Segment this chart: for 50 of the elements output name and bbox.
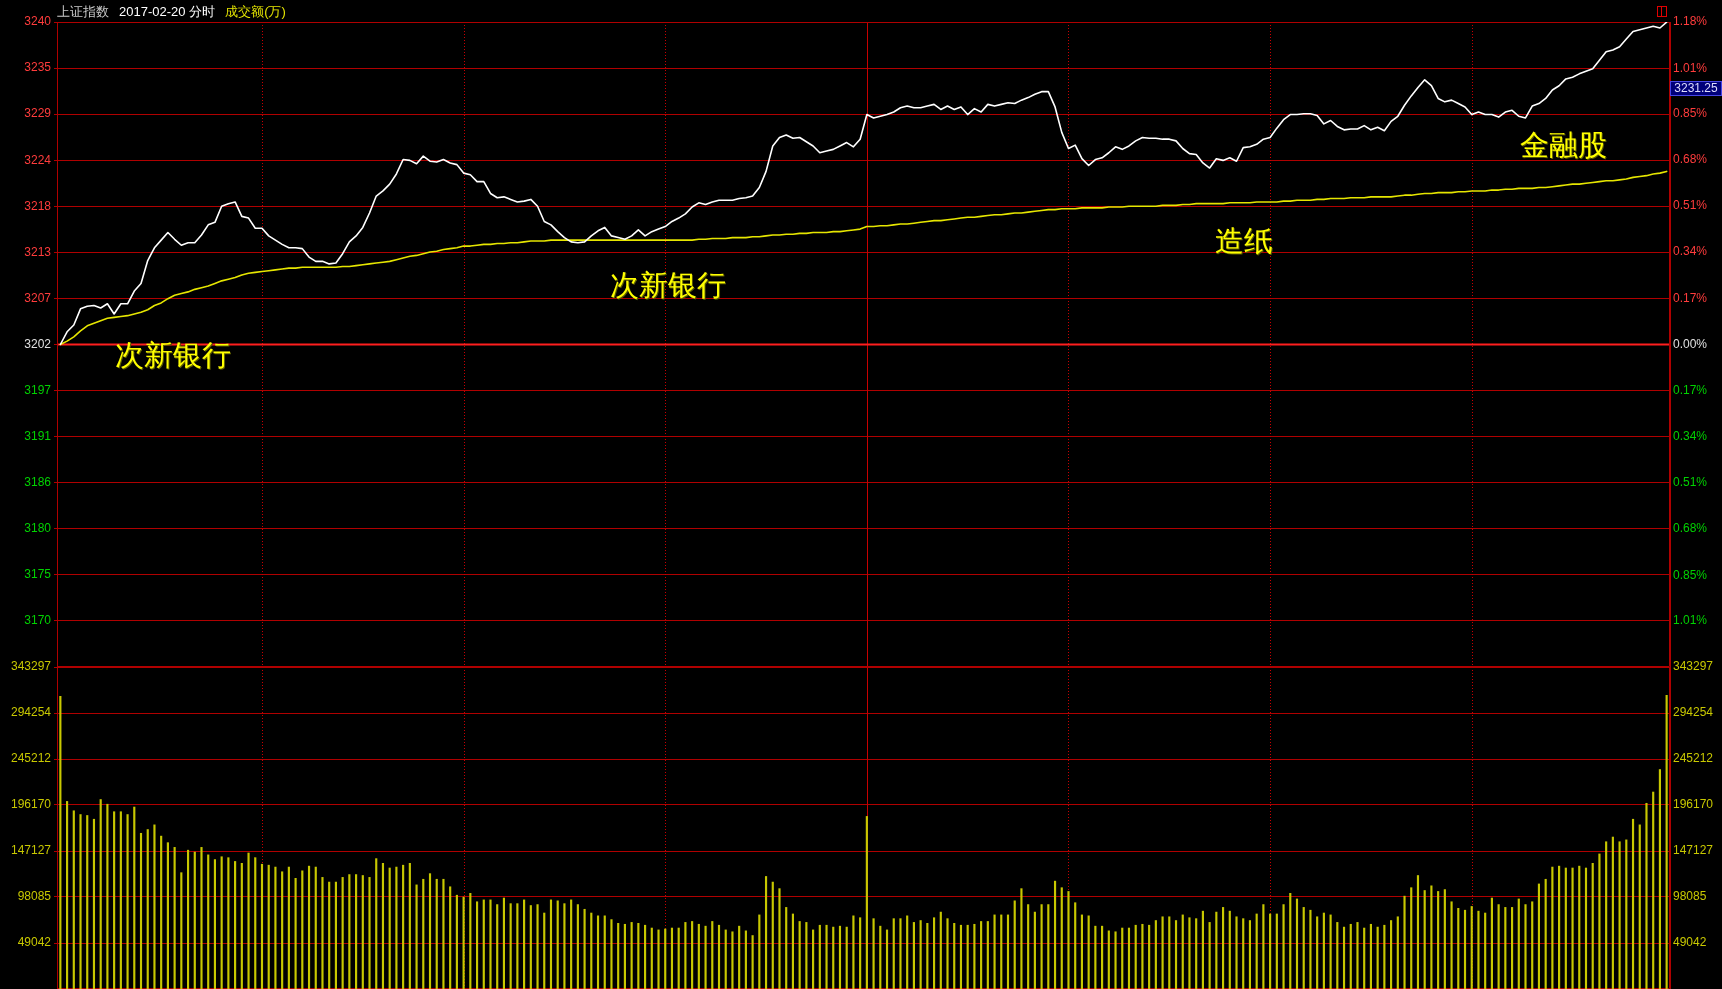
y2-tick-label: 0.17% xyxy=(1673,290,1708,305)
y-tick-label: 3207 xyxy=(24,290,52,305)
y2-tick-label: 343297 xyxy=(1673,659,1714,674)
y-tick-label: 3213 xyxy=(24,244,52,259)
chart-title: 上证指数 xyxy=(57,4,109,19)
y-tick-label: 3202 xyxy=(24,336,52,351)
text: 成交额(万) xyxy=(225,4,286,19)
y-tick-label: 3175 xyxy=(24,567,52,582)
y2-tick-label: 196170 xyxy=(1673,797,1714,812)
y-tick-label: 3224 xyxy=(24,152,52,167)
y-tick-label: 3240 xyxy=(24,14,52,29)
y-tick-label: 3197 xyxy=(24,382,52,397)
y-tick-label: 196170 xyxy=(10,797,52,812)
y2-tick-label: 0.17% xyxy=(1673,383,1708,398)
y2-tick-label: 0.34% xyxy=(1673,244,1708,259)
y2-tick-label: 1.18% xyxy=(1673,14,1708,29)
y-tick-label: 3235 xyxy=(24,60,52,75)
y-tick-label: 245212 xyxy=(10,751,52,766)
y-tick-label: 3218 xyxy=(24,198,52,213)
y2-tick-label: 245212 xyxy=(1673,751,1714,766)
y-tick-label: 98085 xyxy=(17,889,52,904)
y2-tick-label: 1.01% xyxy=(1673,60,1708,75)
y2-tick-label: 0.00% xyxy=(1673,336,1708,351)
y2-tick-label: 0.85% xyxy=(1673,567,1708,582)
y-tick-label: 294254 xyxy=(10,705,52,720)
text: 3231.25 xyxy=(1670,80,1722,96)
annotation: 次新银行 xyxy=(115,338,232,371)
y2-tick-label: 1.01% xyxy=(1673,613,1708,628)
y2-tick-label: 49042 xyxy=(1673,935,1707,950)
annotation: 次新银行 xyxy=(610,268,727,301)
y2-tick-label: 0.34% xyxy=(1673,429,1708,444)
y-tick-label: 3186 xyxy=(24,475,52,490)
y-tick-label: 3229 xyxy=(24,106,52,121)
y2-tick-label: 0.51% xyxy=(1673,475,1708,490)
y2-tick-label: 0.51% xyxy=(1673,198,1708,213)
y2-tick-label: 98085 xyxy=(1673,889,1707,904)
y-tick-label: 3191 xyxy=(24,428,52,443)
y-tick-label: 147127 xyxy=(10,843,52,858)
y2-tick-label: 294254 xyxy=(1673,705,1714,720)
y-tick-label: 343297 xyxy=(10,659,52,674)
y-tick-label: 49042 xyxy=(17,935,52,950)
y2-tick-label: 0.68% xyxy=(1673,152,1708,167)
y2-tick-label: 147127 xyxy=(1673,843,1714,858)
chart-subtitle: 2017-02-20 分时 xyxy=(119,4,216,19)
annotation: 金融股 xyxy=(1520,128,1608,161)
y-tick-label: 3170 xyxy=(24,612,52,627)
y-tick-label: 3180 xyxy=(24,521,52,536)
y2-tick-label: 0.68% xyxy=(1673,521,1708,536)
annotation: 造纸 xyxy=(1215,224,1274,257)
y2-tick-label: 0.85% xyxy=(1673,105,1708,120)
